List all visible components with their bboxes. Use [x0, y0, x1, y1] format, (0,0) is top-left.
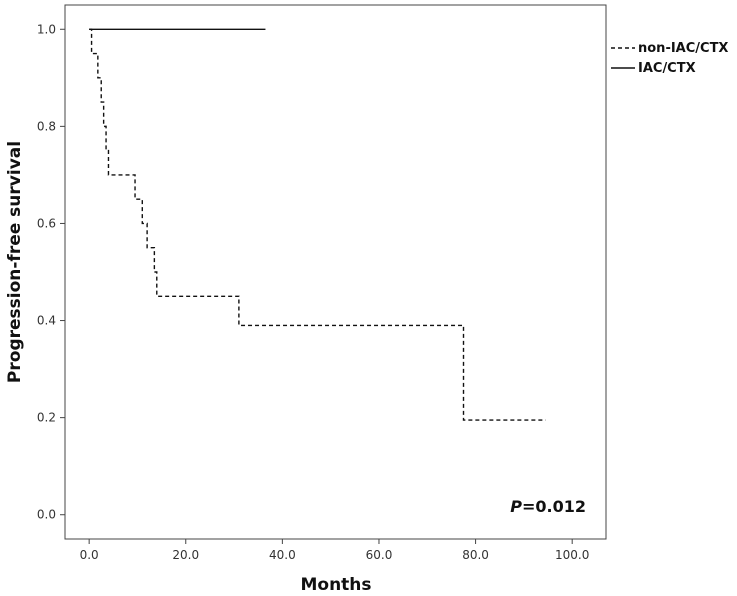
p-value-symbol: P	[510, 497, 522, 516]
x-tick-label: 0.0	[80, 548, 99, 562]
legend: non-IAC/CTX IAC/CTX	[611, 41, 728, 76]
plot-frame	[64, 4, 607, 540]
x-axis: 0.0 20.0 40.0 60.0 80.0 100.0	[80, 539, 589, 562]
legend-label-non-iac-ctx: non-IAC/CTX	[638, 41, 728, 56]
y-axis-title: Progression-free survival	[5, 141, 25, 383]
y-tick-label: 0.6	[37, 216, 56, 230]
y-tick-label: 1.0	[37, 22, 56, 36]
x-tick-label: 60.0	[366, 548, 393, 562]
x-axis-title: Months	[300, 575, 371, 595]
x-tick-label: 80.0	[462, 548, 489, 562]
y-tick-label: 0.8	[37, 119, 56, 133]
p-value-text: =0.012	[522, 497, 586, 516]
p-value-annotation: P=0.012	[510, 497, 586, 516]
series-non-iac-ctx-line	[89, 28, 546, 421]
y-tick-label: 0.2	[37, 411, 56, 425]
y-axis: 0.0 0.2 0.4 0.6 0.8 1.0	[37, 22, 65, 522]
x-tick-label: 40.0	[269, 548, 296, 562]
x-tick-label: 100.0	[555, 548, 589, 562]
y-tick-label: 0.0	[37, 508, 56, 522]
series-layer	[89, 28, 546, 421]
x-tick-label: 20.0	[172, 548, 199, 562]
y-tick-label: 0.4	[37, 314, 56, 328]
legend-label-iac-ctx: IAC/CTX	[638, 61, 696, 76]
